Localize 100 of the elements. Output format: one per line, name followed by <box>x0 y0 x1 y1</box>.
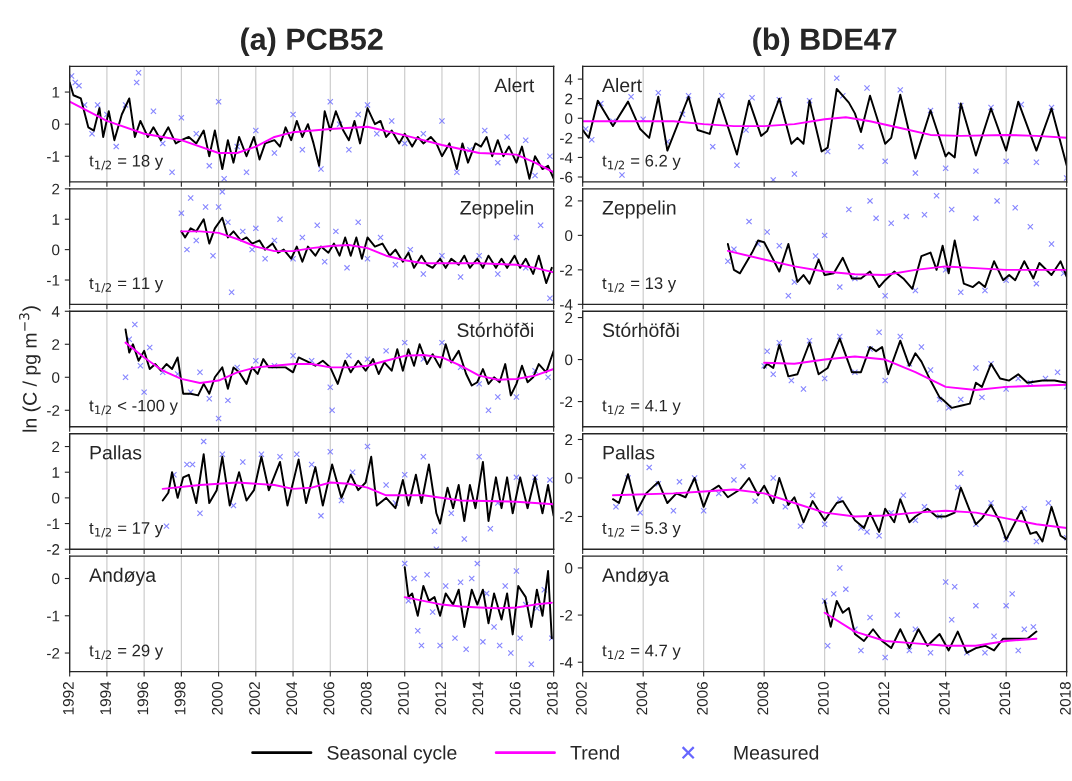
point <box>676 478 683 485</box>
point <box>836 283 843 291</box>
point <box>978 394 986 401</box>
y-tick-label: 2 <box>52 183 60 195</box>
point <box>951 583 958 590</box>
point <box>327 384 334 391</box>
point <box>476 453 483 460</box>
point <box>321 258 328 265</box>
y-tick-label: 2 <box>565 312 573 324</box>
x-tick-label: 2010 <box>817 681 829 715</box>
y-tick-label: 0 <box>52 119 60 130</box>
point <box>972 214 980 222</box>
y-tick-label: -1 <box>47 518 60 530</box>
point <box>69 72 75 80</box>
point <box>479 638 487 646</box>
point <box>327 448 334 455</box>
point <box>133 79 140 86</box>
point <box>345 352 353 359</box>
annotation: Andøya <box>602 567 670 586</box>
point <box>882 654 889 661</box>
point <box>178 209 185 217</box>
annotation: t$_{1/2}$ = 4.7 y <box>602 644 681 661</box>
y-tick-label: 0 <box>565 472 573 484</box>
point <box>957 396 964 403</box>
annotation: t$_{1/2}$ = 13 y <box>602 277 677 293</box>
x-tick-label: 2014 <box>472 681 484 715</box>
point <box>733 162 741 169</box>
point <box>224 397 232 404</box>
point <box>942 578 949 586</box>
point <box>516 634 524 642</box>
line-series <box>403 566 553 640</box>
point <box>485 407 492 414</box>
x-tick-label: 2000 <box>211 681 223 715</box>
point <box>193 237 200 244</box>
y-tick-label: 4 <box>564 74 573 85</box>
point <box>933 192 940 199</box>
point <box>219 451 226 458</box>
point <box>724 258 732 265</box>
point <box>882 292 889 299</box>
point <box>431 528 438 535</box>
annotation: Alert <box>494 77 535 93</box>
point <box>299 146 306 153</box>
point <box>1021 626 1028 633</box>
point <box>875 532 883 539</box>
point <box>897 86 904 94</box>
y-tick-label: -2 <box>560 609 573 621</box>
point <box>785 292 792 299</box>
point <box>289 352 297 359</box>
y-tick-label: 1 <box>52 467 60 478</box>
point <box>1054 369 1061 376</box>
point <box>215 203 222 211</box>
point <box>414 627 421 634</box>
point <box>187 194 194 202</box>
y-tick-label: -2 <box>560 264 573 276</box>
point <box>972 167 980 175</box>
y-tick-label: -2 <box>47 405 60 416</box>
line-series <box>582 116 1067 139</box>
point <box>972 602 980 609</box>
point <box>196 510 204 517</box>
x-tick-label: 2006 <box>696 682 708 715</box>
y-tick-label: -2 <box>47 544 60 555</box>
x-tick-label: 2008 <box>360 682 372 715</box>
point <box>494 393 501 401</box>
line-series <box>726 249 1067 276</box>
point <box>918 343 925 351</box>
y-tick-label: 0 <box>52 372 60 383</box>
point <box>1002 158 1010 165</box>
point <box>289 111 297 118</box>
point <box>1030 623 1037 631</box>
point <box>373 130 380 137</box>
point <box>927 366 934 374</box>
x-tick-label: 1994 <box>100 681 112 715</box>
point <box>401 471 408 478</box>
line-series <box>763 355 1067 391</box>
annotation: Pallas <box>90 445 142 460</box>
point <box>670 507 677 514</box>
x-tick-label: 1996 <box>137 682 149 715</box>
point <box>405 597 412 605</box>
point <box>875 329 883 336</box>
point <box>800 385 807 393</box>
y-tick-label: -2 <box>560 511 573 523</box>
point <box>239 458 246 466</box>
point <box>833 74 840 82</box>
point <box>1015 647 1022 654</box>
point <box>215 98 222 105</box>
point <box>328 407 336 414</box>
y-tick-label: 0 <box>565 230 573 242</box>
point <box>438 252 446 259</box>
line-series <box>161 453 554 525</box>
point <box>410 575 418 582</box>
y-tick-label: 0 <box>565 354 573 366</box>
point <box>243 169 250 176</box>
point <box>636 509 644 516</box>
point <box>927 649 934 656</box>
point <box>791 278 798 286</box>
y-tick-label: 0 <box>565 562 573 574</box>
point <box>183 246 191 253</box>
point <box>987 104 995 111</box>
point <box>830 590 837 598</box>
point <box>906 647 913 654</box>
